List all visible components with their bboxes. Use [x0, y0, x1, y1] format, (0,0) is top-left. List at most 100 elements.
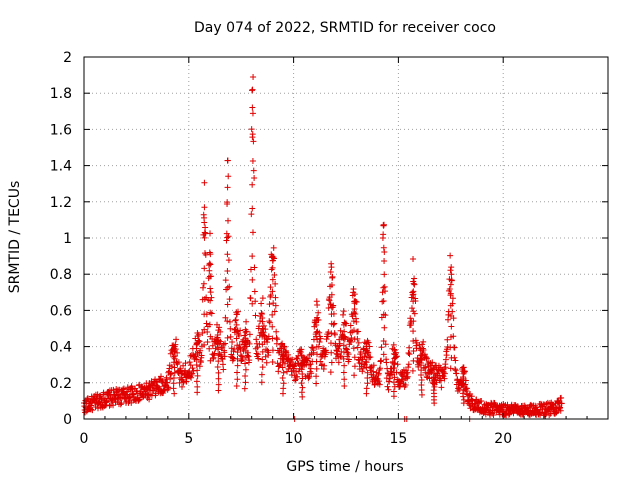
data-point [314, 351, 321, 358]
data-point [340, 308, 347, 315]
data-point [265, 349, 272, 356]
data-point [164, 379, 171, 386]
data-point [259, 348, 266, 355]
data-point [242, 360, 249, 367]
data-point [455, 385, 462, 392]
data-point [426, 375, 433, 382]
data-point [294, 373, 301, 380]
data-point [406, 351, 413, 358]
data-point [224, 251, 231, 258]
data-point [233, 383, 240, 390]
data-point [201, 229, 208, 236]
data-point [227, 325, 234, 332]
data-point [203, 320, 210, 327]
data-point [359, 365, 366, 372]
data-point [364, 380, 371, 387]
data-point [325, 329, 332, 336]
data-point [351, 372, 358, 379]
data-point [193, 378, 200, 385]
y-tick-label: 1.4 [50, 159, 72, 175]
data-point [327, 369, 334, 376]
data-point [182, 360, 189, 367]
data-point [380, 311, 387, 318]
x-tick-label: 5 [184, 431, 193, 447]
data-point [216, 324, 223, 331]
data-point [249, 276, 256, 283]
data-point [263, 346, 270, 353]
data-point [327, 340, 334, 347]
chart-title: Day 074 of 2022, SRMTID for receiver coc… [194, 20, 496, 36]
data-point [380, 298, 387, 305]
data-point [328, 320, 335, 327]
data-point [340, 355, 347, 362]
data-point [259, 295, 266, 302]
data-point [422, 364, 429, 371]
y-tick-label: 0.8 [50, 267, 72, 283]
data-point [418, 362, 425, 369]
data-point [391, 383, 398, 390]
data-point [501, 402, 508, 409]
data-point [259, 326, 266, 333]
data-points [81, 73, 565, 422]
data-point [249, 300, 256, 307]
data-point [345, 351, 352, 358]
data-point [442, 364, 449, 371]
data-point [250, 138, 257, 145]
data-point [298, 380, 305, 387]
data-point [201, 326, 208, 333]
data-point [215, 381, 222, 388]
data-point [337, 352, 344, 359]
data-point [299, 384, 306, 391]
x-tick-label: 15 [389, 431, 407, 447]
data-point [193, 356, 200, 363]
data-point [246, 357, 253, 364]
data-point [365, 349, 372, 356]
data-point [201, 311, 208, 318]
data-point [340, 349, 347, 356]
data-point [241, 385, 248, 392]
data-point [327, 269, 334, 276]
data-point [179, 376, 186, 383]
y-tick-label: 1 [63, 231, 72, 247]
data-point [233, 311, 240, 318]
data-point [328, 330, 335, 337]
data-point [340, 369, 347, 376]
data-point [263, 359, 270, 366]
data-point [215, 346, 222, 353]
data-point [552, 410, 559, 417]
data-point [242, 341, 249, 348]
data-point [443, 352, 450, 359]
data-point [206, 273, 213, 280]
data-point [207, 333, 214, 340]
data-point [196, 363, 203, 370]
data-point [215, 369, 222, 376]
data-point [459, 380, 466, 387]
data-point [249, 229, 256, 236]
data-point [376, 378, 383, 385]
data-point [269, 358, 276, 365]
grid-lines [84, 57, 608, 419]
data-point [247, 266, 254, 273]
data-point [234, 349, 241, 356]
data-point [130, 391, 137, 398]
data-point [171, 390, 178, 397]
data-point [206, 267, 213, 274]
data-point [313, 343, 320, 350]
data-point [194, 389, 201, 396]
data-point [208, 294, 215, 301]
data-point [194, 372, 201, 379]
data-point [344, 349, 351, 356]
data-point [204, 329, 211, 336]
data-point [242, 379, 249, 386]
x-tick-label: 0 [80, 431, 89, 447]
data-point [170, 380, 177, 387]
data-point [355, 328, 362, 335]
data-point [350, 327, 357, 334]
data-point [410, 347, 417, 354]
data-point [232, 316, 239, 323]
data-point [120, 385, 127, 392]
data-point [201, 234, 208, 241]
data-point [183, 378, 190, 385]
data-point [255, 355, 262, 362]
data-point [409, 367, 416, 374]
